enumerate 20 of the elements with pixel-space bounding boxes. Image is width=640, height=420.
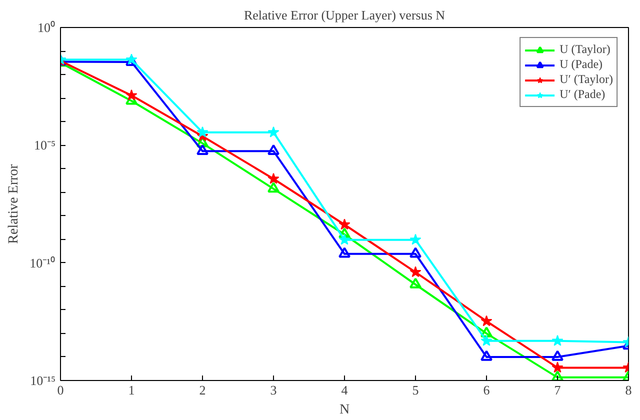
x-tick-label: 5: [412, 382, 419, 398]
y-tick-label: 10⁻⁵: [34, 138, 56, 153]
x-tick-label: 0: [57, 382, 64, 398]
x-tick-label: 2: [199, 382, 206, 398]
x-tick-label: 6: [483, 382, 490, 398]
x-tick-label: 8: [625, 382, 632, 398]
y-axis-title: Relative Error: [6, 164, 22, 244]
y-tick-label: 10⁻¹⁵: [30, 373, 56, 388]
x-axis-title: N: [339, 402, 350, 418]
y-tick-label: 10⁰: [38, 20, 56, 35]
legend-label: U′ (Taylor): [560, 72, 613, 87]
x-tick-label: 7: [554, 382, 562, 398]
legend-label: U (Taylor): [560, 42, 610, 57]
y-tick-label: 10⁻¹⁰: [30, 255, 56, 270]
chart-title: Relative Error (Upper Layer) versus N: [244, 8, 446, 22]
x-tick-label: 3: [270, 382, 277, 398]
x-tick-label: 4: [341, 382, 348, 398]
legend-label: U (Pade): [560, 57, 603, 72]
legend-label: U′ (Pade): [560, 87, 606, 102]
x-tick-label: 1: [128, 382, 135, 398]
